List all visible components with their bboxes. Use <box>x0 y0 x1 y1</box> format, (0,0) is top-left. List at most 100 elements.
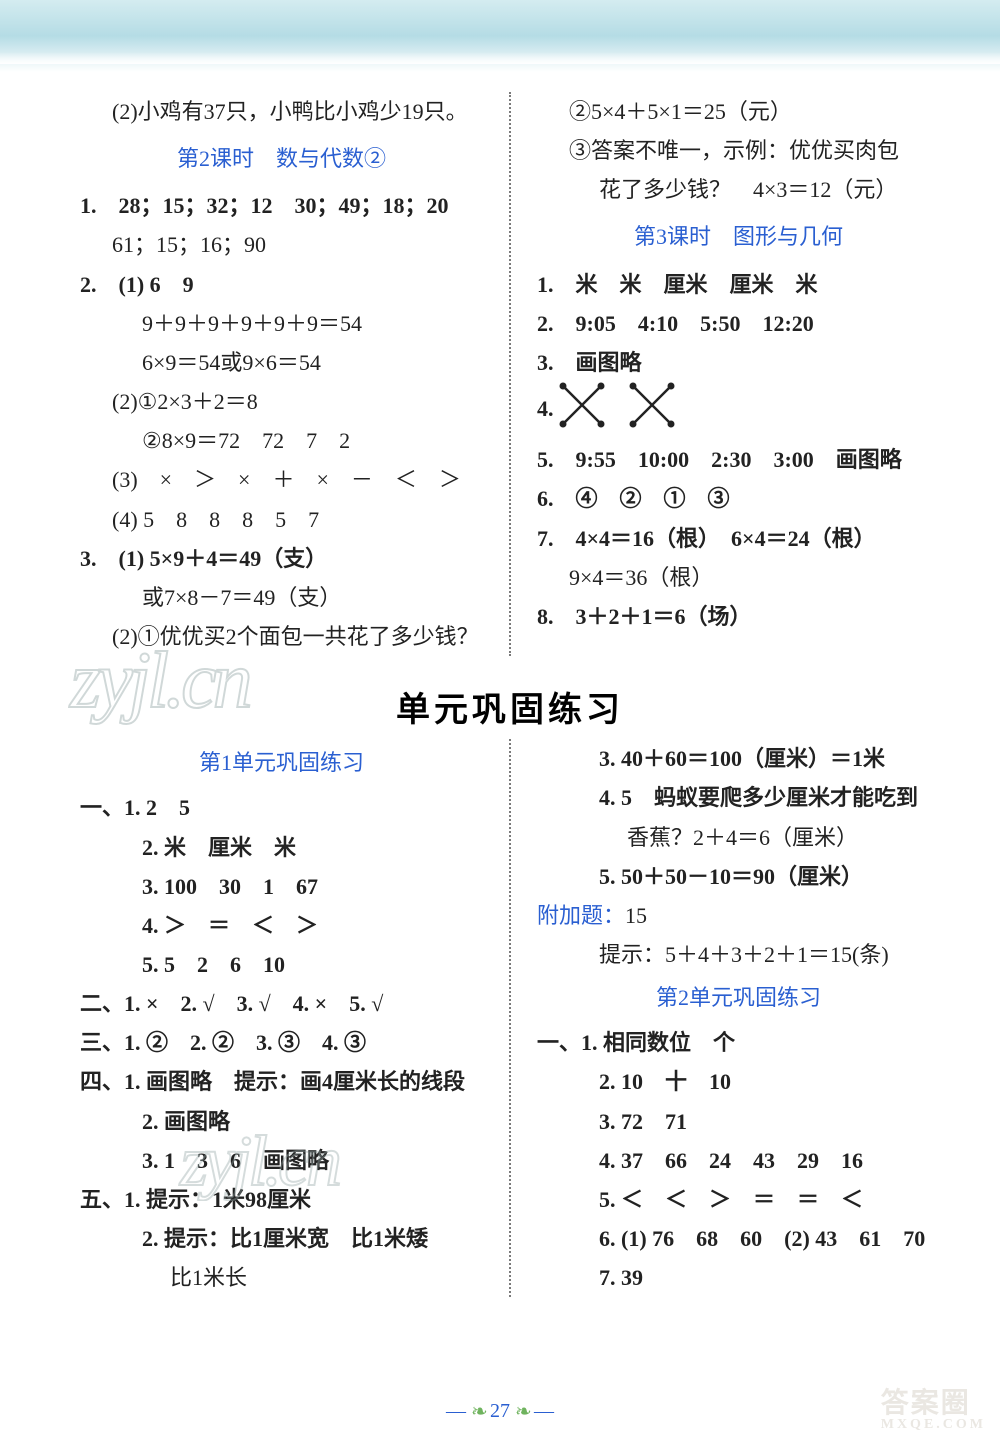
q-num: 3. 40＋60＝100（厘米）＝1米 <box>599 746 885 771</box>
page-number: 27 <box>490 1400 510 1422</box>
q-num: 1. 米 米 厘米 厘米 米 <box>537 272 818 297</box>
text-line: 2. 米 厘米 米 <box>80 828 483 867</box>
q-num: 8. 3＋2＋1＝6（场） <box>537 604 752 629</box>
q-num: 2. (1) 6 9 <box>80 272 194 297</box>
page-footer: — ❧ 27 ❧ — <box>0 1399 1000 1423</box>
lower-left-column: 第1单元巩固练习 一、1. 2 5 2. 米 厘米 米 3. 100 30 1 … <box>80 739 489 1297</box>
q-num: 7. 39 <box>599 1265 643 1290</box>
upper-left-column: (2)小鸡有37只，小鸭比小鸡少19只。 第2课时 数与代数② 1. 28；15… <box>80 92 489 656</box>
cross-diagram-pair <box>559 382 693 440</box>
text-line: 6. (1) 76 68 60 (2) 43 61 70 <box>537 1219 940 1258</box>
q-num: 5. 50＋50－10＝90（厘米） <box>599 864 863 889</box>
q-num: 2. 米 厘米 米 <box>142 835 296 860</box>
text-line: 三、1. ② 2. ② 3. ③ 4. ③ <box>80 1023 483 1062</box>
q-num: 4. 5 蚂蚁要爬多少厘米才能吃到 <box>599 785 918 810</box>
cross-icon <box>629 382 675 428</box>
q-num: 6. ④ ② ① ③ <box>537 486 730 511</box>
q-num: 三、1. ② 2. ② 3. ③ 4. ③ <box>80 1030 366 1055</box>
q-num: 4. 37 66 24 43 29 16 <box>599 1148 863 1173</box>
text-line: ②5×4＋5×1＝25（元） <box>537 92 940 131</box>
text-line: 四、1. 画图略 提示：画4厘米长的线段 <box>80 1062 483 1101</box>
q-num: 6. (1) 76 68 60 (2) 43 61 70 <box>599 1226 925 1251</box>
appendix-value: 15 <box>625 903 647 928</box>
appendix-line: 附加题：15 <box>537 896 940 935</box>
text-line: 1. 米 米 厘米 厘米 米 <box>537 265 940 304</box>
q-num: 二、1. × 2. √ 3. √ 4. × 5. √ <box>80 991 383 1016</box>
q-num: 2. 10 十 10 <box>599 1069 731 1094</box>
unit-title: 第2单元巩固练习 <box>537 978 940 1017</box>
text-line: (4) 5 8 8 8 5 7 <box>80 500 483 539</box>
text-line: 2. 10 十 10 <box>537 1062 940 1101</box>
text-line: 2. 画图略 <box>80 1102 483 1141</box>
q-num: 3. 画图略 <box>537 350 642 375</box>
q-num: 3. (1) 5×9＋4＝49（支） <box>80 546 327 571</box>
upper-right-column: ②5×4＋5×1＝25（元） ③答案不唯一，示例：优优买肉包 花了多少钱？ 4×… <box>531 92 940 656</box>
text-line: 9＋9＋9＋9＋9＋9＝54 <box>80 304 483 343</box>
text-line: 5. 5 2 6 10 <box>80 945 483 984</box>
text-line: 2. 提示：比1厘米宽 比1米矮 <box>80 1219 483 1258</box>
q-num: 7. 4×4＝16（根） 6×4＝24（根） <box>537 526 876 551</box>
text-line: 6×9＝54或9×6＝54 <box>80 343 483 382</box>
q-num: 2. 提示：比1厘米宽 比1米矮 <box>142 1226 428 1251</box>
q-num: 四、1. 画图略 提示：画4厘米长的线段 <box>80 1069 465 1094</box>
leaf-icon: ❧ <box>471 1399 485 1413</box>
text-line: 4. ＞ ＝ ＜ ＞ <box>80 906 483 945</box>
lower-right-column: 3. 40＋60＝100（厘米）＝1米 4. 5 蚂蚁要爬多少厘米才能吃到 香蕉… <box>531 739 940 1297</box>
text-line: 3. 72 71 <box>537 1102 940 1141</box>
text-line: 或7×8－7＝49（支） <box>80 578 483 617</box>
q-num: 3. 1 3 6 画图略 <box>142 1148 329 1173</box>
text-line: 4. 37 66 24 43 29 16 <box>537 1141 940 1180</box>
lesson-title: 第3课时 图形与几何 <box>537 217 940 256</box>
q-num: 4. <box>537 396 554 421</box>
leaf-icon: ❧ <box>515 1399 529 1413</box>
text-line: 5. 50＋50－10＝90（厘米） <box>537 857 940 896</box>
q-num: 5. 5 2 6 10 <box>142 952 285 977</box>
text-line: 一、1. 2 5 <box>80 788 483 827</box>
text-line: ②8×9＝72 72 7 2 <box>80 421 483 460</box>
text-line: 3. 40＋60＝100（厘米）＝1米 <box>537 739 940 778</box>
text-line: ③答案不唯一，示例：优优买肉包 <box>537 131 940 170</box>
text-line: 1. 28；15；32；12 30；49；18；20 <box>80 186 483 225</box>
text-line: 花了多少钱？ 4×3＝12（元） <box>537 170 940 209</box>
text-line: 6. ④ ② ① ③ <box>537 479 940 518</box>
text-line: 4. <box>537 382 940 440</box>
text-line: 5. ＜ ＜ ＞ ＝ ＝ ＜ <box>537 1180 940 1219</box>
column-separator <box>509 92 511 656</box>
cross-icon <box>559 382 605 428</box>
text-line: 61；15；16；90 <box>80 225 483 264</box>
lesson-title: 第2课时 数与代数② <box>80 139 483 178</box>
text-line: 4. 5 蚂蚁要爬多少厘米才能吃到 <box>537 778 940 817</box>
text-line: 7. 4×4＝16（根） 6×4＝24（根） <box>537 519 940 558</box>
text-line: 7. 39 <box>537 1258 940 1297</box>
q-num: 1. 28；15；32；12 30；49；18；20 <box>80 193 449 218</box>
q-num: 4. ＞ ＝ ＜ ＞ <box>142 913 318 938</box>
text-line: 提示：5＋4＋3＋2＋1＝15(条) <box>537 935 940 974</box>
text-line: 3. 画图略 <box>537 343 940 382</box>
text-line: 五、1. 提示：1米98厘米 <box>80 1180 483 1219</box>
header-band <box>0 0 1000 72</box>
text-line: (2)①优优买2个面包一共花了多少钱？ <box>80 617 483 656</box>
page-content: (2)小鸡有37只，小鸭比小鸡少19只。 第2课时 数与代数② 1. 28；15… <box>0 72 1000 1297</box>
q-num: 5. 9:55 10:00 2:30 3:00 画图略 <box>537 447 902 472</box>
text-line: 香蕉？2＋4＝6（厘米） <box>537 818 940 857</box>
q-num: 2. 画图略 <box>142 1109 230 1134</box>
q-num: 一、1. 2 5 <box>80 795 190 820</box>
text-line: 一、1. 相同数位 个 <box>537 1023 940 1062</box>
q-num: 一、1. 相同数位 个 <box>537 1030 735 1055</box>
text-line: 3. (1) 5×9＋4＝49（支） <box>80 539 483 578</box>
q-num: 五、1. 提示：1米98厘米 <box>80 1187 311 1212</box>
q-num: 3. 100 30 1 67 <box>142 874 318 899</box>
text-line: (2)①2×3＋2＝8 <box>80 382 483 421</box>
text-line: 5. 9:55 10:00 2:30 3:00 画图略 <box>537 440 940 479</box>
upper-columns: (2)小鸡有37只，小鸭比小鸡少19只。 第2课时 数与代数② 1. 28；15… <box>80 92 940 656</box>
text-line: (2)小鸡有37只，小鸭比小鸡少19只。 <box>80 92 483 131</box>
text-line: 8. 3＋2＋1＝6（场） <box>537 597 940 636</box>
appendix-label: 附加题： <box>537 903 625 928</box>
text-line: 3. 100 30 1 67 <box>80 867 483 906</box>
text-line: (3) × ＞ × ＋ × － ＜ ＞ <box>80 460 483 499</box>
q-num: 3. 72 71 <box>599 1109 687 1134</box>
text-line: 2. 9:05 4:10 5:50 12:20 <box>537 304 940 343</box>
text-line: 比1米长 <box>80 1258 483 1297</box>
section-title: 单元巩固练习 <box>80 682 940 731</box>
text-line: 二、1. × 2. √ 3. √ 4. × 5. √ <box>80 984 483 1023</box>
